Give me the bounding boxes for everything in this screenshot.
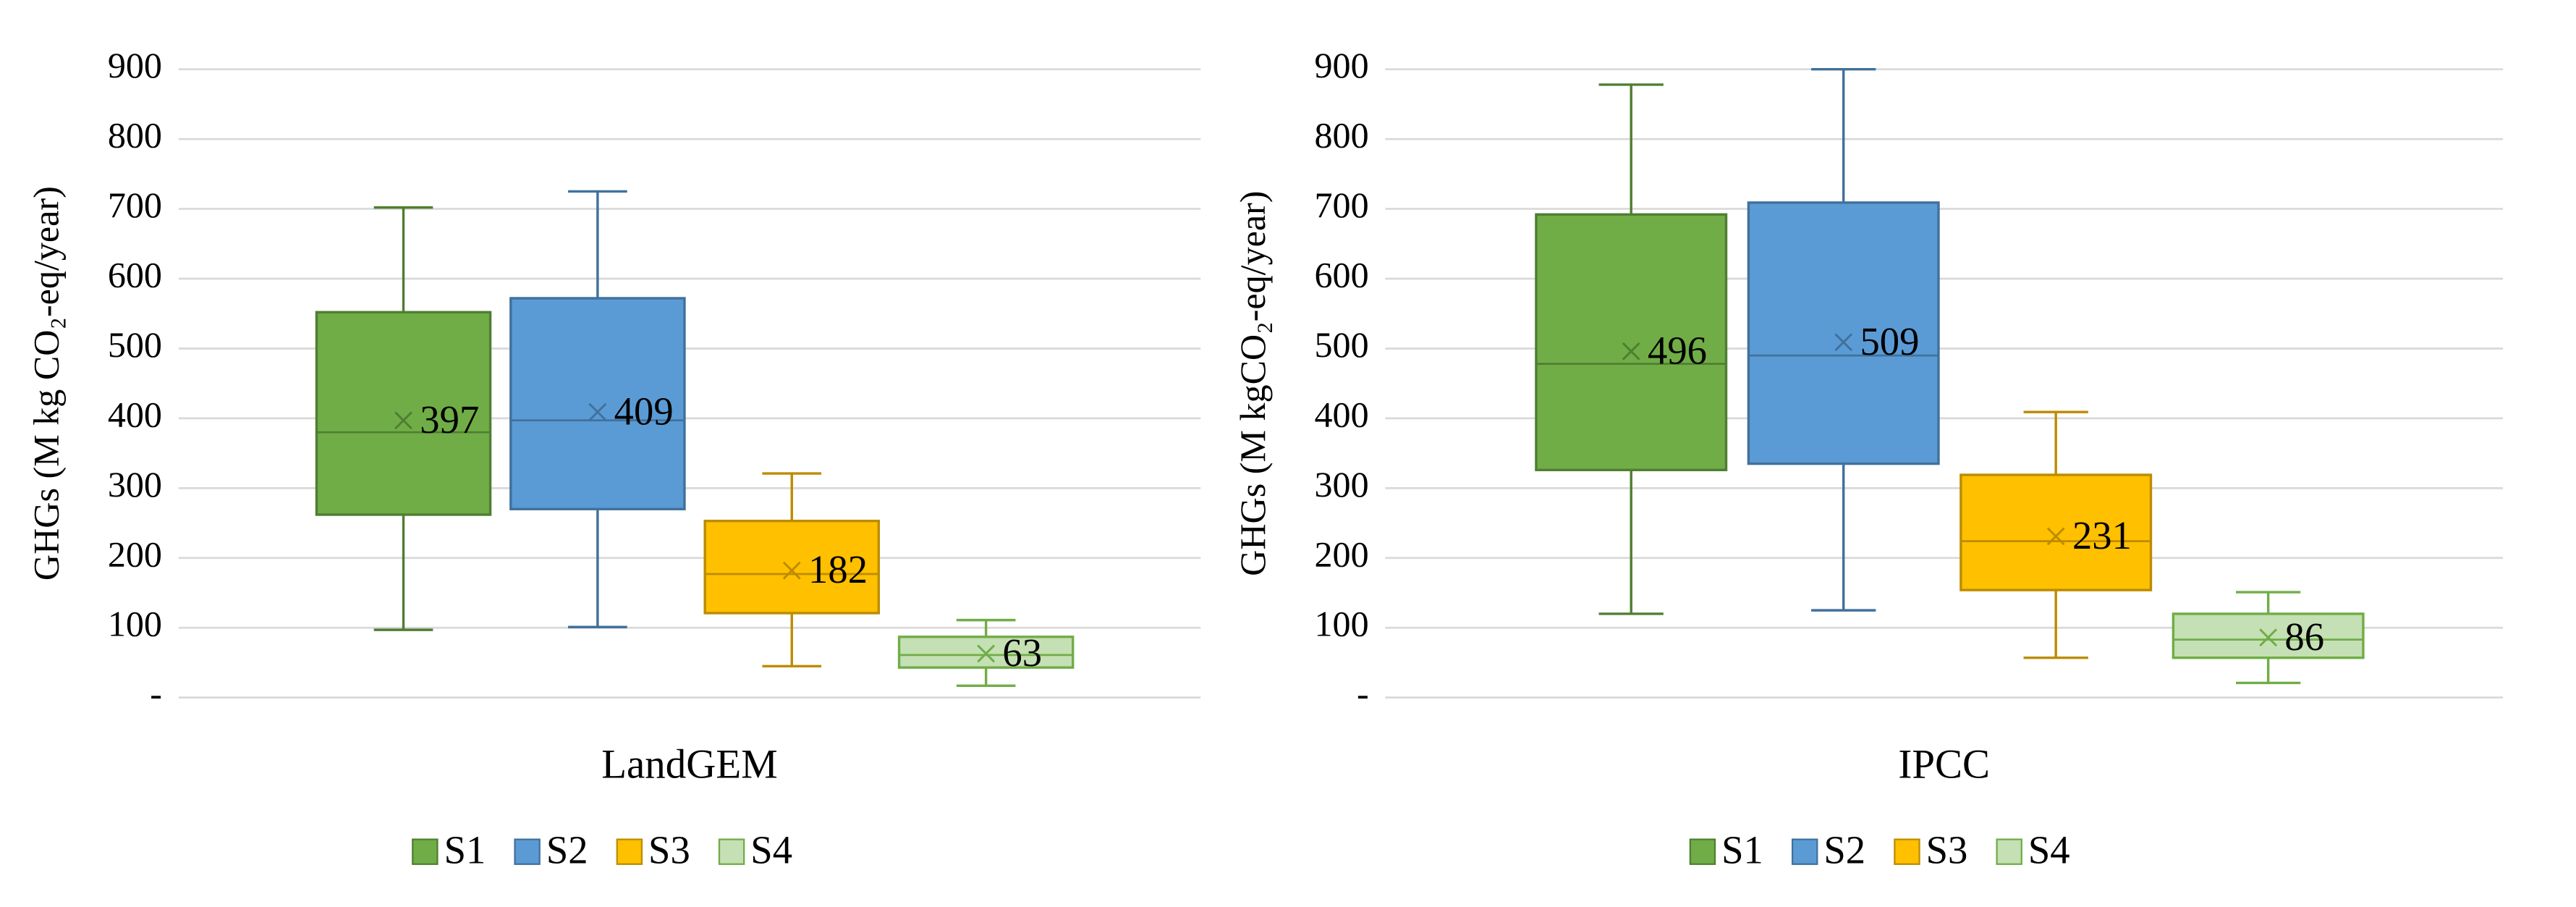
x-axis-title: LandGEM (601, 742, 778, 788)
box-group: 63 (897, 618, 1075, 687)
mean-label: 496 (1648, 328, 1707, 372)
y-tick-label: 200 (1314, 533, 1368, 574)
box-group: 86 (2172, 591, 2365, 685)
x-axis-title: IPCC (1898, 742, 1990, 788)
legend-swatch (514, 838, 541, 865)
y-tick-label: 500 (108, 324, 162, 365)
mean-label: 397 (420, 397, 479, 442)
box (703, 519, 881, 615)
y-tick-label: 600 (1314, 255, 1368, 295)
mean-label: 86 (2284, 615, 2324, 659)
box (1535, 213, 1728, 471)
mean-marker (588, 402, 607, 421)
legend-swatch (1791, 838, 1818, 865)
legend-swatch (412, 838, 438, 865)
legend-swatch (718, 838, 745, 865)
y-tick-label: 500 (1314, 324, 1368, 365)
box (2172, 612, 2365, 659)
box (1959, 473, 2153, 591)
y-tick-label: 900 (1314, 45, 1368, 85)
box-group: 231 (1959, 410, 2153, 659)
mean-label: 409 (614, 389, 674, 433)
legend-swatch (1996, 838, 2022, 865)
mean-label: 231 (2072, 513, 2132, 557)
y-tick-label: 100 (108, 604, 162, 644)
box (315, 311, 492, 516)
legend-label: S3 (648, 828, 690, 872)
mean-marker (977, 644, 996, 663)
y-tick-label: 300 (1314, 464, 1368, 505)
y-axis-title: GHGs (M kgCO₂-eq/year) (1232, 190, 1273, 575)
box-group: 496 (1535, 83, 1728, 615)
mean-marker (2046, 527, 2065, 546)
box-group: 509 (1747, 67, 1940, 612)
legend-swatch (1689, 838, 1716, 865)
box-group: 182 (703, 472, 881, 667)
mean-marker (782, 561, 801, 580)
legend-label: S3 (1926, 828, 1968, 872)
legend-label: S1 (444, 828, 486, 872)
y-axis-title: GHGs (M kg CO₂-eq/year) (26, 186, 67, 581)
y-tick-label: 800 (108, 115, 162, 156)
y-tick-label: 700 (1314, 185, 1368, 225)
legend-label: S4 (750, 828, 792, 872)
y-tick-label: 200 (108, 533, 162, 574)
box-group: 409 (509, 190, 686, 628)
mean-label: 63 (1002, 630, 1042, 675)
y-tick-label: 400 (108, 394, 162, 434)
legend-swatch (616, 838, 643, 865)
mean-marker (1834, 333, 1853, 352)
legend-label: S4 (2028, 828, 2070, 872)
y-tick-label: 100 (1314, 604, 1368, 644)
mean-marker (2259, 628, 2278, 647)
y-tick-label: - (1357, 673, 1369, 714)
y-tick-label: 400 (1314, 394, 1368, 434)
legend-label: S1 (1721, 828, 1763, 872)
legend-label: S2 (546, 828, 588, 872)
legend-label: S2 (1823, 828, 1865, 872)
y-tick-label: 800 (1314, 115, 1368, 156)
mean-marker (1622, 342, 1640, 360)
mean-label: 509 (1860, 319, 1919, 363)
y-tick-label: 700 (108, 185, 162, 225)
y-tick-label: 600 (108, 255, 162, 295)
mean-label: 182 (808, 547, 868, 591)
y-tick-label: - (150, 673, 162, 714)
y-tick-label: 300 (108, 464, 162, 505)
box (1747, 201, 1940, 465)
box-group: 397 (315, 206, 492, 631)
box (509, 297, 686, 510)
y-tick-label: 900 (108, 45, 162, 85)
mean-marker (394, 411, 412, 430)
legend-swatch (1894, 838, 1920, 865)
